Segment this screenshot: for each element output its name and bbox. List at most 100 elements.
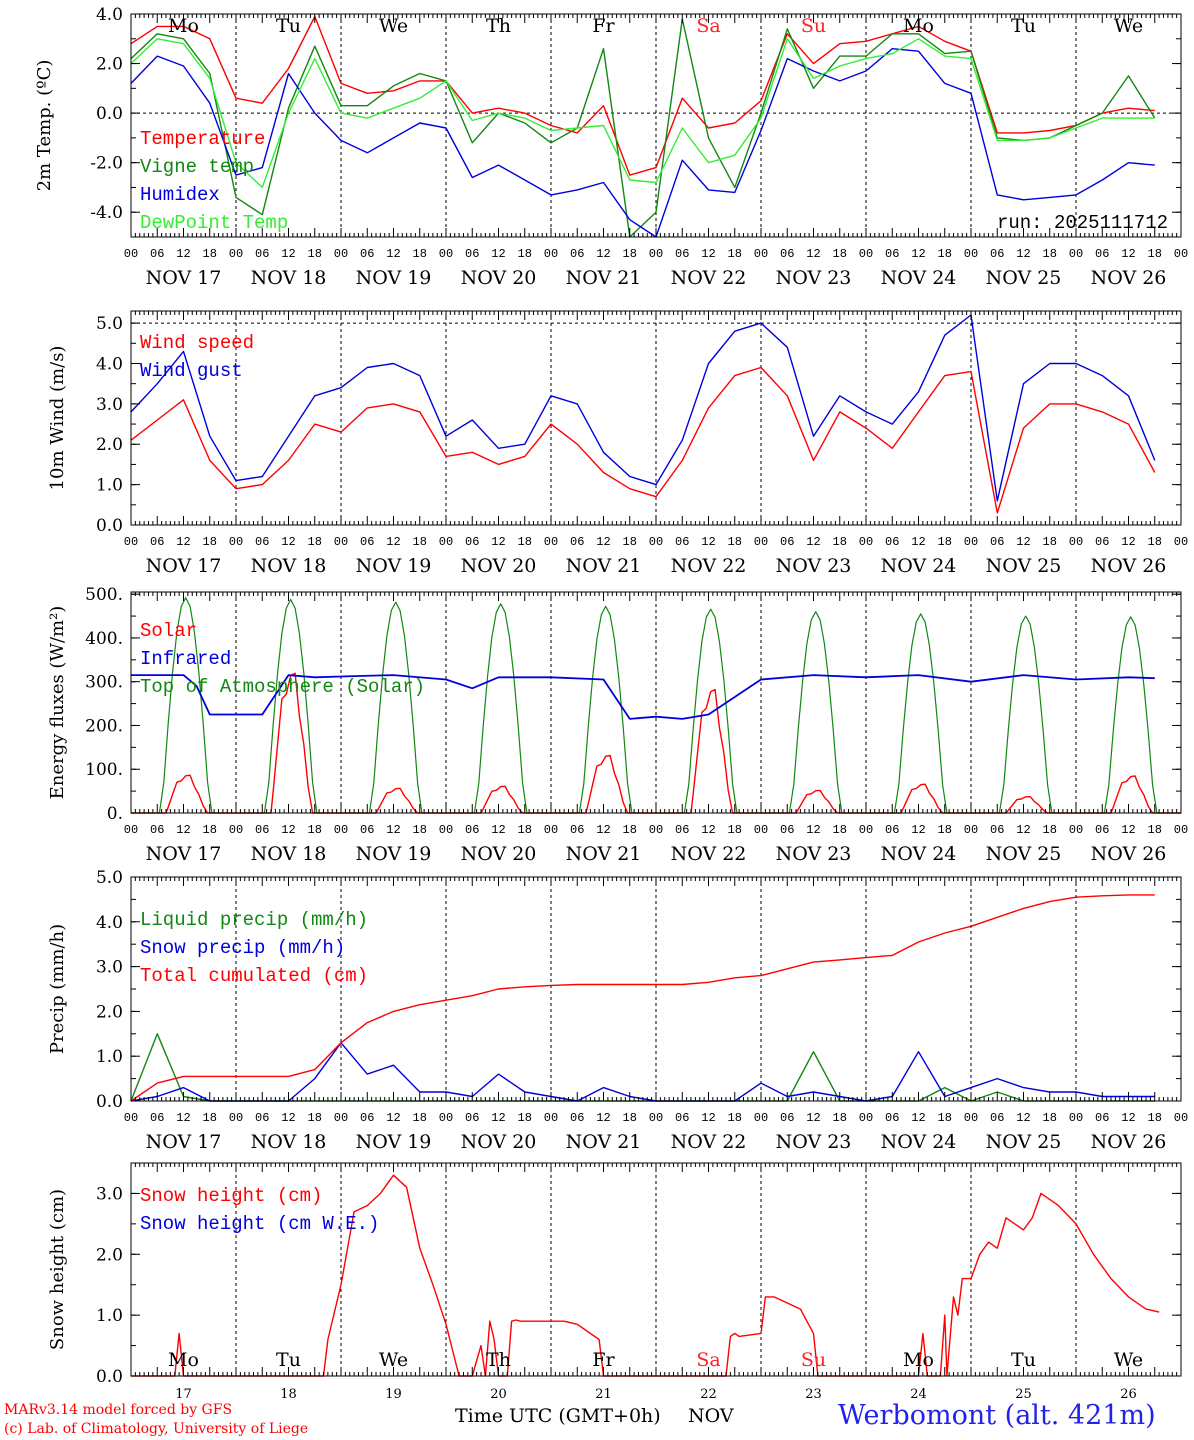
hour-tick-label: 00 [859,1111,873,1125]
hour-tick-label: 00 [649,1111,663,1125]
hour-tick-label: 18 [308,535,322,549]
hour-tick-label: 00 [334,535,348,549]
day-number: 17 [175,1387,192,1402]
hour-tick-label: 18 [833,823,847,837]
date-label: NOV 26 [1091,1131,1167,1153]
date-label: NOV 22 [671,1131,747,1153]
date-label: NOV 25 [986,843,1062,865]
y-tick-label: 100. [85,760,123,780]
y-tick-label: 4.0 [96,354,123,374]
hour-tick-label: 12 [1121,1111,1135,1125]
hour-tick-label: 06 [675,247,689,261]
hour-tick-label: 12 [911,247,925,261]
legend-entry: Top of Atmosphere (Solar) [140,676,425,698]
hour-tick-label: 12 [806,247,820,261]
day-name: Tu [276,15,301,37]
hour-tick-label: 12 [491,823,505,837]
day-name: Mo [168,15,199,37]
hour-tick-label: 00 [334,1111,348,1125]
y-tick-label: 5.0 [96,314,123,334]
hour-tick-label: 18 [728,247,742,261]
hour-tick-label: 00 [859,535,873,549]
day-name: Tu [1011,1349,1036,1371]
hour-tick-label: 00 [229,823,243,837]
hour-tick-label: 06 [990,247,1004,261]
date-label: NOV 25 [986,555,1062,577]
hour-tick-label: 06 [1095,535,1109,549]
y-tick-label: 3.0 [96,1184,123,1204]
day-number: 25 [1015,1387,1032,1402]
hour-tick-label: 12 [806,823,820,837]
hour-tick-label: 18 [518,1111,532,1125]
hour-tick-label: 12 [386,535,400,549]
hour-tick-label: 06 [885,823,899,837]
hour-tick-label: 06 [885,247,899,261]
hour-tick-label: 12 [281,1111,295,1125]
hour-tick-label: 12 [386,823,400,837]
hour-tick-label: 06 [780,823,794,837]
hour-tick-label: 00 [754,535,768,549]
day-name: Fr [592,1349,615,1371]
hour-tick-label: 18 [518,535,532,549]
day-name: We [1114,1349,1143,1371]
hour-tick-label: 06 [150,1111,164,1125]
y-tick-label: 5.0 [96,868,123,888]
hour-tick-label: 18 [1043,1111,1057,1125]
hour-tick-label: 06 [360,535,374,549]
hour-tick-label: 00 [1174,1111,1188,1125]
y-tick-label: 0.0 [96,1092,123,1112]
series-snow-height-cm- [131,1174,1160,1377]
day-name: We [1114,15,1143,37]
day-name: Su [801,15,826,37]
hour-tick-label: 00 [544,535,558,549]
hour-tick-label: 00 [439,535,453,549]
hour-tick-label: 06 [465,247,479,261]
hour-tick-label: 18 [308,823,322,837]
legend-entry: DewPoint Temp [140,212,288,234]
hour-tick-label: 00 [649,823,663,837]
hour-tick-label: 00 [439,1111,453,1125]
date-label: NOV 21 [566,843,642,865]
hour-tick-label: 06 [675,535,689,549]
hour-tick-label: 00 [439,247,453,261]
date-label: NOV 26 [1091,267,1167,289]
series-vigne-temp [130,18,1156,238]
hour-tick-label: 06 [360,247,374,261]
hour-tick-label: 00 [964,247,978,261]
hour-tick-label: 06 [885,535,899,549]
day-name: Sa [696,1349,720,1371]
date-label: NOV 17 [146,555,222,577]
date-label: NOV 22 [671,843,747,865]
y-tick-label: 4.0 [96,5,123,25]
hour-tick-label: 06 [570,823,584,837]
hour-tick-label: 06 [1095,1111,1109,1125]
day-name: Su [801,1349,826,1371]
legend-entry: Total cumulated (cm) [140,965,368,987]
hour-tick-label: 00 [544,247,558,261]
hour-tick-label: 00 [754,823,768,837]
month-label: NOV [688,1405,734,1427]
y-tick-label: 2.0 [96,435,123,455]
hour-tick-label: 00 [1069,535,1083,549]
day-number: 19 [385,1387,402,1402]
hour-tick-label: 18 [1148,247,1162,261]
hour-tick-label: 00 [439,823,453,837]
hour-tick-label: 12 [386,1111,400,1125]
day-name: Tu [1011,15,1036,37]
day-name: Th [486,15,511,37]
hour-tick-label: 00 [1174,823,1188,837]
hour-tick-label: 00 [649,535,663,549]
hour-tick-label: 18 [938,247,952,261]
y-tick-label: 500. [85,585,123,605]
hour-tick-label: 12 [281,823,295,837]
footer-model: MARv3.14 model forced by GFS [4,1402,233,1418]
y-tick-label: 2.0 [96,1245,123,1265]
y-tick-label: 300. [85,673,123,693]
hour-tick-label: 18 [203,1111,217,1125]
day-name: Sa [696,15,720,37]
hour-tick-label: 18 [623,535,637,549]
y-tick-label: 4.0 [96,913,123,933]
hour-tick-label: 00 [1069,247,1083,261]
hour-tick-label: 12 [1121,823,1135,837]
hour-tick-label: 00 [964,535,978,549]
